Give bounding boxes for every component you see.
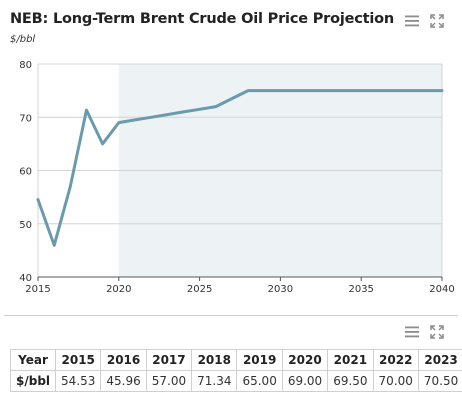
year-cell: 2019 bbox=[236, 349, 283, 371]
chart-title: NEB: Long-Term Brent Crude Oil Price Pro… bbox=[10, 11, 395, 27]
year-cell: 2018 bbox=[191, 349, 238, 371]
expand-icon[interactable] bbox=[430, 14, 446, 28]
series-line bbox=[36, 89, 444, 247]
y-tick-label: 50 bbox=[19, 220, 32, 231]
price-cell: 69.00 bbox=[281, 370, 329, 392]
row-header-year: Year bbox=[9, 349, 57, 371]
chart-subtitle: $/bbl bbox=[10, 34, 36, 45]
data-table: Year 2015 2016 2017 2018 2019 2020 2021 … bbox=[9, 349, 462, 392]
year-cell: 2016 bbox=[100, 349, 147, 371]
table-row-prices: $/bbl 54.53 45.96 57.00 71.34 65.00 69.0… bbox=[9, 370, 462, 392]
line-chart: 40 50 60 70 80 2015 2020 2025 2030 2035 2040 bbox=[19, 60, 454, 295]
price-cell: 57.00 bbox=[145, 370, 193, 392]
x-tick-label: 2025 bbox=[187, 284, 212, 295]
price-cell: 45.96 bbox=[100, 370, 147, 392]
row-header-price: $/bbl bbox=[9, 370, 57, 392]
price-cell: 65.00 bbox=[236, 370, 283, 392]
year-cell: 2020 bbox=[281, 349, 329, 371]
x-tick-label: 2020 bbox=[106, 284, 131, 295]
section-divider bbox=[4, 315, 458, 316]
price-cell: 54.53 bbox=[55, 370, 102, 392]
year-cell: 2015 bbox=[55, 349, 102, 371]
table-expand-icon[interactable] bbox=[430, 325, 446, 339]
y-tick-label: 70 bbox=[19, 113, 32, 124]
hamburger-menu-icon[interactable] bbox=[404, 14, 420, 28]
table-hamburger-menu-icon[interactable] bbox=[404, 325, 420, 339]
y-tick-label: 60 bbox=[19, 167, 32, 178]
y-tick-label: 80 bbox=[19, 60, 32, 71]
x-tick-label: 2035 bbox=[348, 284, 373, 295]
price-cell: 70.50 bbox=[417, 370, 462, 392]
year-cell: 2022 bbox=[372, 349, 419, 371]
x-tick-label: 2030 bbox=[268, 284, 293, 295]
x-tick-label: 2015 bbox=[25, 284, 50, 295]
price-cell: 69.50 bbox=[327, 370, 374, 392]
price-cell: 71.34 bbox=[191, 370, 238, 392]
year-cell: 2017 bbox=[145, 349, 193, 371]
table-row-years: Year 2015 2016 2017 2018 2019 2020 2021 … bbox=[9, 349, 462, 371]
year-cell: 2023 bbox=[417, 349, 462, 371]
x-tick-label: 2040 bbox=[429, 284, 454, 295]
price-cell: 70.00 bbox=[372, 370, 419, 392]
y-tick-label: 40 bbox=[19, 273, 32, 284]
year-cell: 2021 bbox=[327, 349, 374, 371]
